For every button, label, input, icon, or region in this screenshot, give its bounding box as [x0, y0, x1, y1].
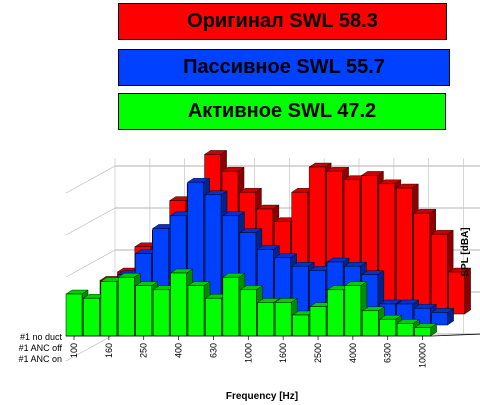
x-tick-label: 10000 [418, 343, 428, 368]
gridline-side [65, 333, 116, 362]
bar-2-7 [187, 285, 205, 337]
x-tick-label: 6300 [383, 343, 393, 363]
bar-2-5 [152, 289, 170, 337]
series-depth-label: #1 ANC on [18, 354, 62, 364]
bar-2-14 [309, 306, 327, 337]
bar-2-15 [327, 289, 344, 337]
x-tick-label: 2500 [313, 343, 323, 363]
bar-2-8 [205, 297, 222, 337]
series-depth-label: #1 ANC off [19, 343, 63, 353]
bar-2-16 [344, 285, 362, 337]
x-tick-label: 630 [208, 343, 218, 358]
bar-2-2 [100, 281, 118, 337]
bar-2-9 [222, 276, 240, 337]
x-tick-label: 100 [69, 343, 79, 358]
bar-2-6 [170, 272, 187, 337]
bar-2-3 [118, 276, 135, 337]
x-tick-label: 1600 [278, 343, 288, 363]
gridline-side [65, 165, 116, 194]
series-depth-label: #1 no duct [20, 332, 63, 342]
bar-2-11 [257, 302, 274, 337]
gridline-side [65, 249, 116, 278]
floor-edge [431, 333, 480, 337]
legend-original: Оригинал SWL 58.3 [118, 3, 447, 40]
x-tick-label: 400 [174, 343, 184, 358]
bar-2-0 [65, 293, 83, 337]
bar-0-17 [396, 187, 413, 315]
bar-0-19 [430, 233, 448, 315]
bar-2-18 [379, 318, 396, 337]
bar-2-4 [135, 285, 152, 337]
x-tick-label: 1000 [243, 343, 253, 363]
legend-passive: Пассивное SWL 55.7 [118, 49, 450, 86]
bar-0-18 [413, 212, 430, 315]
bar-2-12 [274, 302, 292, 337]
bar-2-10 [240, 289, 257, 337]
x-tick-label: 4000 [348, 343, 358, 363]
bar-2-1 [83, 297, 100, 337]
x-tick-label: 250 [139, 343, 149, 358]
bar-0-20 [448, 271, 465, 315]
chart-labels: 10.020.030.040.050.0#1 no duct#1 ANC off… [18, 332, 432, 368]
bar-2-20 [414, 327, 431, 337]
legend-active: Активное SWL 47.2 [118, 93, 446, 130]
bar-1-20 [431, 312, 448, 326]
gridline-side [65, 207, 116, 236]
chart-bars [65, 150, 472, 337]
bar-2-17 [362, 310, 379, 337]
bar-2-13 [292, 314, 309, 337]
x-axis-label: Frequency [Hz] [226, 391, 298, 402]
x-tick-label: 160 [104, 343, 114, 358]
y-axis-label: SPL [dBA] [460, 227, 471, 276]
bar-2-19 [396, 323, 414, 337]
